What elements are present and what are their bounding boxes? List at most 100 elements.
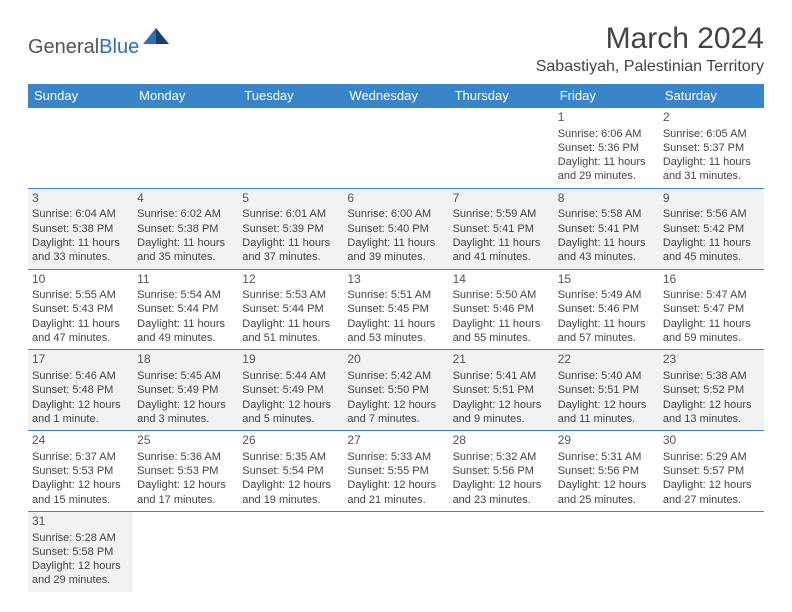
daylight-text: Daylight: 11 hours and 41 minutes. [453, 236, 550, 265]
calendar-body: 1Sunrise: 6:06 AMSunset: 5:36 PMDaylight… [28, 108, 764, 592]
day-number: 15 [558, 272, 655, 288]
day-number: 3 [32, 191, 129, 207]
sunset-text: Sunset: 5:40 PM [347, 222, 444, 236]
daylight-text: Daylight: 12 hours and 27 minutes. [663, 478, 760, 507]
day-number: 4 [137, 191, 234, 207]
calendar-cell: 24Sunrise: 5:37 AMSunset: 5:53 PMDayligh… [28, 431, 133, 512]
daylight-text: Daylight: 12 hours and 21 minutes. [347, 478, 444, 507]
calendar-cell [238, 511, 343, 591]
calendar-cell [343, 108, 448, 189]
calendar-cell: 15Sunrise: 5:49 AMSunset: 5:46 PMDayligh… [554, 269, 659, 350]
daylight-text: Daylight: 11 hours and 39 minutes. [347, 236, 444, 265]
day-number: 18 [137, 352, 234, 368]
calendar-cell: 17Sunrise: 5:46 AMSunset: 5:48 PMDayligh… [28, 350, 133, 431]
sunset-text: Sunset: 5:48 PM [32, 383, 129, 397]
day-number: 28 [453, 433, 550, 449]
calendar-cell [659, 511, 764, 591]
daylight-text: Daylight: 11 hours and 53 minutes. [347, 317, 444, 346]
column-header: Wednesday [343, 84, 448, 108]
sunrise-text: Sunrise: 5:35 AM [242, 450, 339, 464]
daylight-text: Daylight: 11 hours and 59 minutes. [663, 317, 760, 346]
day-number: 16 [663, 272, 760, 288]
calendar-cell: 5Sunrise: 6:01 AMSunset: 5:39 PMDaylight… [238, 188, 343, 269]
daylight-text: Daylight: 11 hours and 47 minutes. [32, 317, 129, 346]
calendar-cell [133, 108, 238, 189]
column-header: Thursday [449, 84, 554, 108]
calendar-cell: 31Sunrise: 5:28 AMSunset: 5:58 PMDayligh… [28, 511, 133, 591]
daylight-text: Daylight: 12 hours and 3 minutes. [137, 398, 234, 427]
calendar-cell: 30Sunrise: 5:29 AMSunset: 5:57 PMDayligh… [659, 431, 764, 512]
daylight-text: Daylight: 11 hours and 43 minutes. [558, 236, 655, 265]
calendar-cell [28, 108, 133, 189]
calendar-week-row: 17Sunrise: 5:46 AMSunset: 5:48 PMDayligh… [28, 350, 764, 431]
daylight-text: Daylight: 11 hours and 37 minutes. [242, 236, 339, 265]
calendar-table: SundayMondayTuesdayWednesdayThursdayFrid… [28, 84, 764, 592]
sunrise-text: Sunrise: 5:53 AM [242, 288, 339, 302]
calendar-week-row: 24Sunrise: 5:37 AMSunset: 5:53 PMDayligh… [28, 431, 764, 512]
sunset-text: Sunset: 5:46 PM [558, 302, 655, 316]
sunrise-text: Sunrise: 5:29 AM [663, 450, 760, 464]
day-number: 7 [453, 191, 550, 207]
daylight-text: Daylight: 12 hours and 13 minutes. [663, 398, 760, 427]
day-number: 24 [32, 433, 129, 449]
sunset-text: Sunset: 5:38 PM [137, 222, 234, 236]
daylight-text: Daylight: 12 hours and 9 minutes. [453, 398, 550, 427]
calendar-cell [133, 511, 238, 591]
month-title: March 2024 [536, 22, 764, 56]
sunrise-text: Sunrise: 5:58 AM [558, 207, 655, 221]
calendar-cell [343, 511, 448, 591]
day-number: 31 [32, 514, 129, 530]
logo-mark-icon [143, 28, 169, 49]
daylight-text: Daylight: 11 hours and 29 minutes. [558, 155, 655, 184]
sunset-text: Sunset: 5:50 PM [347, 383, 444, 397]
sunrise-text: Sunrise: 6:05 AM [663, 127, 760, 141]
sunset-text: Sunset: 5:51 PM [558, 383, 655, 397]
sunrise-text: Sunrise: 5:44 AM [242, 369, 339, 383]
day-number: 17 [32, 352, 129, 368]
calendar-cell: 13Sunrise: 5:51 AMSunset: 5:45 PMDayligh… [343, 269, 448, 350]
daylight-text: Daylight: 11 hours and 49 minutes. [137, 317, 234, 346]
header: GeneralBlue March 2024 Sabastiyah, Pales… [28, 22, 764, 76]
logo-text-2: Blue [99, 36, 139, 59]
calendar-cell: 4Sunrise: 6:02 AMSunset: 5:38 PMDaylight… [133, 188, 238, 269]
sunrise-text: Sunrise: 6:04 AM [32, 207, 129, 221]
sunset-text: Sunset: 5:45 PM [347, 302, 444, 316]
calendar-week-row: 1Sunrise: 6:06 AMSunset: 5:36 PMDaylight… [28, 108, 764, 189]
day-number: 23 [663, 352, 760, 368]
calendar-cell: 26Sunrise: 5:35 AMSunset: 5:54 PMDayligh… [238, 431, 343, 512]
calendar-cell: 28Sunrise: 5:32 AMSunset: 5:56 PMDayligh… [449, 431, 554, 512]
daylight-text: Daylight: 12 hours and 1 minute. [32, 398, 129, 427]
calendar-cell: 6Sunrise: 6:00 AMSunset: 5:40 PMDaylight… [343, 188, 448, 269]
sunrise-text: Sunrise: 5:42 AM [347, 369, 444, 383]
daylight-text: Daylight: 11 hours and 51 minutes. [242, 317, 339, 346]
logo-text: GeneralBlue [28, 36, 139, 59]
sunrise-text: Sunrise: 5:59 AM [453, 207, 550, 221]
calendar-cell: 2Sunrise: 6:05 AMSunset: 5:37 PMDaylight… [659, 108, 764, 189]
sunset-text: Sunset: 5:54 PM [242, 464, 339, 478]
daylight-text: Daylight: 12 hours and 11 minutes. [558, 398, 655, 427]
sunrise-text: Sunrise: 6:06 AM [558, 127, 655, 141]
daylight-text: Daylight: 11 hours and 33 minutes. [32, 236, 129, 265]
daylight-text: Daylight: 11 hours and 57 minutes. [558, 317, 655, 346]
sunrise-text: Sunrise: 6:00 AM [347, 207, 444, 221]
sunrise-text: Sunrise: 5:31 AM [558, 450, 655, 464]
day-number: 5 [242, 191, 339, 207]
day-number: 30 [663, 433, 760, 449]
sunset-text: Sunset: 5:37 PM [663, 141, 760, 155]
sunrise-text: Sunrise: 5:46 AM [32, 369, 129, 383]
daylight-text: Daylight: 12 hours and 7 minutes. [347, 398, 444, 427]
daylight-text: Daylight: 12 hours and 15 minutes. [32, 478, 129, 507]
title-block: March 2024 Sabastiyah, Palestinian Terri… [536, 22, 764, 76]
day-number: 21 [453, 352, 550, 368]
daylight-text: Daylight: 12 hours and 19 minutes. [242, 478, 339, 507]
sunset-text: Sunset: 5:58 PM [32, 545, 129, 559]
location: Sabastiyah, Palestinian Territory [536, 58, 764, 76]
day-number: 29 [558, 433, 655, 449]
day-number: 6 [347, 191, 444, 207]
calendar-cell: 3Sunrise: 6:04 AMSunset: 5:38 PMDaylight… [28, 188, 133, 269]
day-number: 8 [558, 191, 655, 207]
day-number: 25 [137, 433, 234, 449]
sunrise-text: Sunrise: 6:01 AM [242, 207, 339, 221]
calendar-cell: 11Sunrise: 5:54 AMSunset: 5:44 PMDayligh… [133, 269, 238, 350]
sunset-text: Sunset: 5:56 PM [453, 464, 550, 478]
